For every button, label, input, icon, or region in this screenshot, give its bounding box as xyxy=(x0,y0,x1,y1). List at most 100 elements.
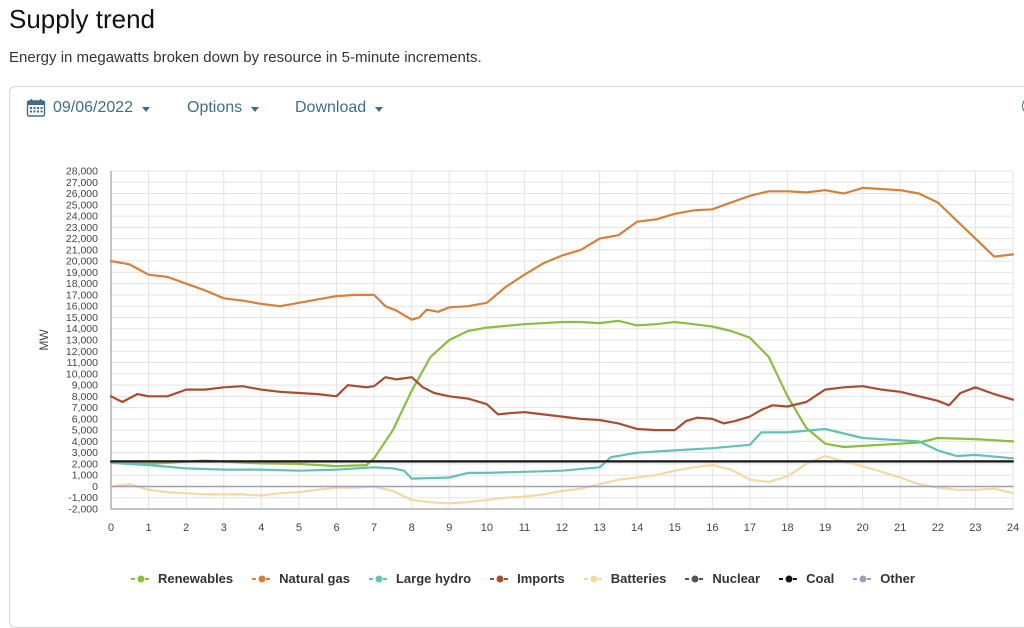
y-tick-label: 0 xyxy=(92,481,98,493)
x-tick-label: 12 xyxy=(556,522,568,534)
y-tick-label: 28,000 xyxy=(66,166,98,178)
x-tick-label: 22 xyxy=(932,522,944,534)
y-tick-label: 8,000 xyxy=(72,391,98,403)
legend-label: Large hydro xyxy=(395,571,472,586)
date-label: 09/06/2022 xyxy=(53,99,134,116)
y-tick-label: 17,000 xyxy=(66,289,98,301)
legend-marker-icon xyxy=(131,575,151,582)
options-label: Options xyxy=(187,99,243,116)
series-line-natural_gas[interactable] xyxy=(109,186,1015,321)
legend-item-other[interactable]: Other xyxy=(852,571,915,586)
legend-marker-icon xyxy=(685,575,706,582)
series-line-batteries[interactable] xyxy=(109,454,1015,505)
y-tick-label: 9,000 xyxy=(72,380,98,392)
y-tick-label: 14,000 xyxy=(66,323,98,335)
legend-item-imports[interactable]: Imports xyxy=(489,571,565,586)
x-tick-label: 1 xyxy=(146,522,152,534)
series-line-imports[interactable] xyxy=(109,376,1015,432)
download-label: Download xyxy=(295,99,367,116)
x-tick-label: 19 xyxy=(819,522,831,534)
page-subtitle: Energy in megawatts broken down by resou… xyxy=(9,49,482,66)
y-tick-label: 7,000 xyxy=(72,402,98,414)
x-tick-label: 14 xyxy=(631,522,643,534)
series-line-renewables[interactable] xyxy=(109,319,1015,468)
y-tick-label: 11,000 xyxy=(67,357,98,369)
y-axis-label: MW xyxy=(37,329,51,351)
chart-legend: Renewables Natural gas Large hydro Imports B… xyxy=(130,571,933,586)
y-tick-label: 19,000 xyxy=(66,267,98,279)
y-tick-label: 23,000 xyxy=(66,222,98,234)
legend-label: Batteries xyxy=(610,571,667,586)
legend-item-batteries[interactable]: Batteries xyxy=(583,571,667,586)
y-tick-label: 10,000 xyxy=(66,368,98,380)
x-tick-label: 24 xyxy=(1007,522,1019,534)
chevron-down-icon xyxy=(251,106,260,112)
y-tick-label: 12,000 xyxy=(66,346,98,358)
x-tick-label: 8 xyxy=(409,522,415,534)
download-dropdown[interactable]: Download xyxy=(295,97,384,119)
y-tick-label: -2,000 xyxy=(68,504,98,516)
legend-item-natural_gas[interactable]: Natural gas xyxy=(251,571,350,586)
legend-marker-icon xyxy=(779,575,800,582)
x-tick-label: 23 xyxy=(969,522,981,534)
y-tick-label: 13,000 xyxy=(66,335,98,347)
legend-marker-icon xyxy=(368,575,389,582)
chart-card: 09/06/2022 Options Download xyxy=(9,86,1024,628)
x-tick-label: 10 xyxy=(481,522,493,534)
y-tick-label: 2,000 xyxy=(72,458,98,470)
calendar-icon xyxy=(26,99,46,117)
y-tick-label: 20,000 xyxy=(66,256,98,268)
x-tick-label: 13 xyxy=(593,522,605,534)
legend-item-coal[interactable]: Coal xyxy=(778,571,834,586)
chart-toolbar: 09/06/2022 Options Download xyxy=(10,87,1024,129)
page-title: Supply trend xyxy=(9,4,155,34)
y-tick-label: 25,000 xyxy=(66,199,98,211)
y-tick-label: 3,000 xyxy=(72,447,98,459)
x-tick-label: 0 xyxy=(108,522,114,534)
series-line-large_hydro[interactable] xyxy=(109,427,1015,480)
y-tick-label: 24,000 xyxy=(66,211,98,223)
x-tick-label: 16 xyxy=(706,522,718,534)
legend-item-large_hydro[interactable]: Large hydro xyxy=(368,571,471,586)
y-tick-label: 4,000 xyxy=(72,436,98,448)
chevron-down-icon xyxy=(375,106,384,112)
chevron-down-icon xyxy=(142,106,151,112)
date-picker[interactable]: 09/06/2022 xyxy=(26,97,151,119)
x-tick-label: 21 xyxy=(894,522,906,534)
x-tick-label: 5 xyxy=(296,522,302,534)
x-tick-label: 6 xyxy=(333,522,339,534)
supply-trend-chart: 28,00027,00026,00025,00024,00023,00022,0… xyxy=(37,166,1019,535)
x-tick-label: 4 xyxy=(258,522,264,534)
legend-label: Natural gas xyxy=(279,571,350,586)
y-tick-label: 26,000 xyxy=(66,188,98,200)
legend-marker-icon xyxy=(853,575,874,582)
x-tick-label: 17 xyxy=(744,522,756,534)
legend-label: Renewables xyxy=(158,571,234,586)
y-tick-label: 6,000 xyxy=(72,413,98,425)
legend-marker-icon xyxy=(252,575,273,582)
legend-label: Other xyxy=(880,571,915,586)
y-tick-label: 27,000 xyxy=(66,177,98,189)
x-tick-label: 15 xyxy=(669,522,681,534)
legend-marker-icon xyxy=(583,575,604,582)
y-tick-label: 21,000 xyxy=(66,244,98,256)
x-tick-label: 18 xyxy=(781,522,793,534)
options-dropdown[interactable]: Options xyxy=(187,97,260,119)
legend-label: Nuclear xyxy=(712,571,761,586)
y-tick-label: 5,000 xyxy=(72,425,98,437)
y-tick-label: 18,000 xyxy=(66,278,98,290)
legend-item-renewables[interactable]: Renewables xyxy=(130,571,233,586)
y-tick-label: 15,000 xyxy=(66,312,98,324)
x-tick-label: 7 xyxy=(371,522,377,534)
x-tick-label: 20 xyxy=(857,522,869,534)
y-tick-label: 22,000 xyxy=(66,233,98,245)
legend-item-nuclear[interactable]: Nuclear xyxy=(684,571,760,586)
x-tick-label: 3 xyxy=(221,522,227,534)
x-tick-label: 11 xyxy=(519,522,530,534)
y-tick-label: 1,000 xyxy=(72,470,98,482)
legend-label: Coal xyxy=(806,571,835,586)
legend-label: Imports xyxy=(517,571,565,586)
x-tick-label: 9 xyxy=(446,522,452,534)
x-tick-label: 2 xyxy=(183,522,189,534)
y-tick-label: 16,000 xyxy=(66,301,98,313)
